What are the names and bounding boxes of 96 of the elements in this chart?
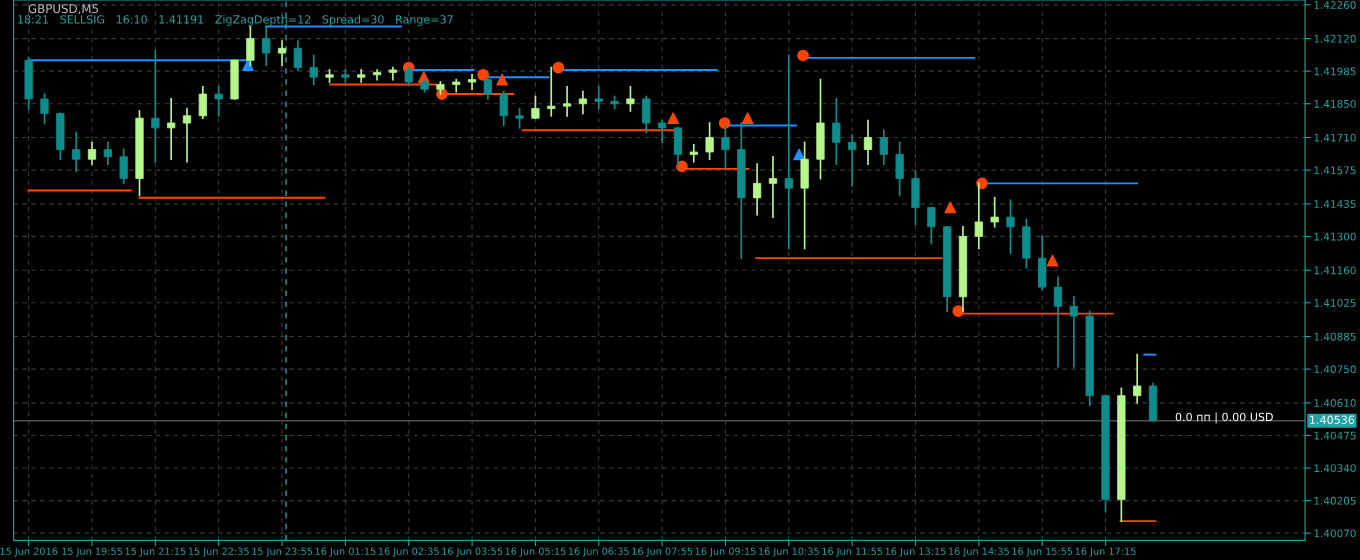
x-tick-label: 16 Jun 14:35: [949, 547, 1009, 557]
candlestick: [309, 54, 318, 86]
annotation: 0.0 пп | 0.00 USD: [1175, 412, 1273, 424]
y-tick-label: 1.42120: [1314, 34, 1356, 43]
point: [718, 117, 731, 129]
candlestick: [262, 25, 271, 66]
y-tick-label: 1.40340: [1314, 464, 1356, 473]
candlestick: [499, 90, 508, 127]
candlestick: [277, 40, 287, 66]
y-tick-label: 1.40070: [1314, 529, 1356, 538]
candlestick: [974, 182, 983, 250]
x-tick-label: 15 Jun 2016: [0, 547, 58, 557]
candlestick: [103, 141, 112, 165]
point: [944, 201, 957, 214]
candlestick: [467, 73, 477, 91]
candlestick: [72, 131, 81, 173]
candlestick: [214, 86, 223, 117]
x-tick-label: 15 Jun 19:55: [62, 547, 123, 557]
candlestick: [832, 98, 841, 165]
candlestick: [151, 49, 160, 163]
x-tick-label: 15 Jun 22:35: [188, 547, 249, 557]
y-tick-label: 1.41025: [1314, 299, 1356, 307]
y-tick-label: 1.41575: [1314, 166, 1356, 175]
candlestick: [848, 134, 857, 187]
y-tick-label: 1.40885: [1314, 332, 1356, 341]
candlestick: [87, 141, 97, 165]
y-tick-label: 1.41435: [1314, 200, 1356, 208]
candlestick: [578, 90, 588, 115]
candlestick: [515, 107, 524, 129]
candlestick: [879, 129, 888, 165]
y-tick-label: 1.41985: [1314, 67, 1356, 76]
y-tick-label: 1.40610: [1314, 399, 1356, 407]
y-tick-label: 1.40475: [1314, 431, 1356, 440]
x-tick-label: 16 Jun 02:35: [378, 547, 439, 557]
y-tick-label: 1.40750: [1314, 365, 1356, 374]
x-tick-label: 16 Jun 03:55: [442, 547, 503, 557]
point: [797, 49, 809, 62]
y-tick-label: 1.40205: [1314, 496, 1356, 505]
candlestick: [863, 119, 873, 165]
candlestick: [40, 93, 49, 124]
candlestick: [1133, 353, 1142, 404]
candlestick: [927, 206, 936, 245]
candlestick: [246, 25, 255, 66]
x-tick-label: 16 Jun 07:55: [632, 547, 693, 557]
chart-title: GBPUSD,M5: [28, 4, 99, 15]
candlestick: [1053, 276, 1063, 368]
candlestick: [372, 69, 382, 81]
candlestick: [452, 78, 461, 93]
candlestick: [1006, 199, 1015, 255]
candlestick: [562, 86, 572, 117]
point: [1046, 254, 1059, 267]
x-tick-label: 16 Jun 01:15: [315, 547, 376, 557]
ref-line-label: 1.40536: [1310, 415, 1355, 424]
candlestick: [531, 95, 540, 120]
x-tick-label: 16 Jun 06:35: [568, 547, 629, 557]
candlestick: [594, 86, 603, 110]
candlestick: [119, 148, 128, 185]
x-tick-label: 16 Jun 15:55: [1012, 547, 1073, 557]
text: 18:21 SELLSIG 16:10 1.41191 ZigZagDepth=12 Spread=30 Range=37: [18, 15, 453, 26]
point: [552, 61, 565, 74]
candlestick: [357, 69, 366, 83]
y-tick-label: 1.41160: [1314, 266, 1356, 275]
x-tick-label: 16 Jun 05:15: [505, 547, 566, 557]
x-tick-label: 16 Jun 17:15: [1075, 547, 1136, 557]
x-tick-label: 16 Jun 13:15: [885, 547, 946, 557]
candlestick: [293, 40, 302, 71]
x-tick-label: 15 Jun 21:15: [125, 547, 186, 557]
point: [496, 73, 508, 86]
x-tick-label: 16 Jun 09:15: [695, 547, 756, 557]
point: [676, 160, 688, 173]
point: [952, 305, 965, 318]
candlestick: [1069, 295, 1078, 368]
x-tick-label: 16 Jun 10:35: [758, 547, 819, 557]
candlestick: [752, 163, 762, 216]
candlestick: [626, 86, 635, 112]
candlestick: [657, 119, 667, 144]
y-tick-label: 1.41850: [1314, 99, 1356, 108]
candlestick: [167, 98, 176, 161]
candlestick: [547, 66, 556, 117]
y-tick-label: 1.41300: [1314, 232, 1356, 241]
x-tick-label: 15 Jun 23:55: [252, 547, 313, 557]
x-tick-label: 16 Jun 11:55: [822, 547, 883, 557]
candlestick: [705, 122, 714, 161]
point: [477, 68, 489, 81]
candlestick: [182, 107, 192, 163]
point: [741, 112, 754, 125]
candlestick: [388, 66, 398, 81]
candlestick: [768, 155, 778, 218]
candlestick: [483, 76, 493, 100]
candlestick: [990, 196, 999, 228]
point: [242, 59, 254, 71]
y-tick-label: 1.42260: [1314, 1, 1356, 9]
candlestick: [689, 143, 698, 163]
point: [667, 112, 680, 125]
candlestick: [198, 86, 207, 120]
y-tick-label: 1.41710: [1314, 133, 1356, 142]
